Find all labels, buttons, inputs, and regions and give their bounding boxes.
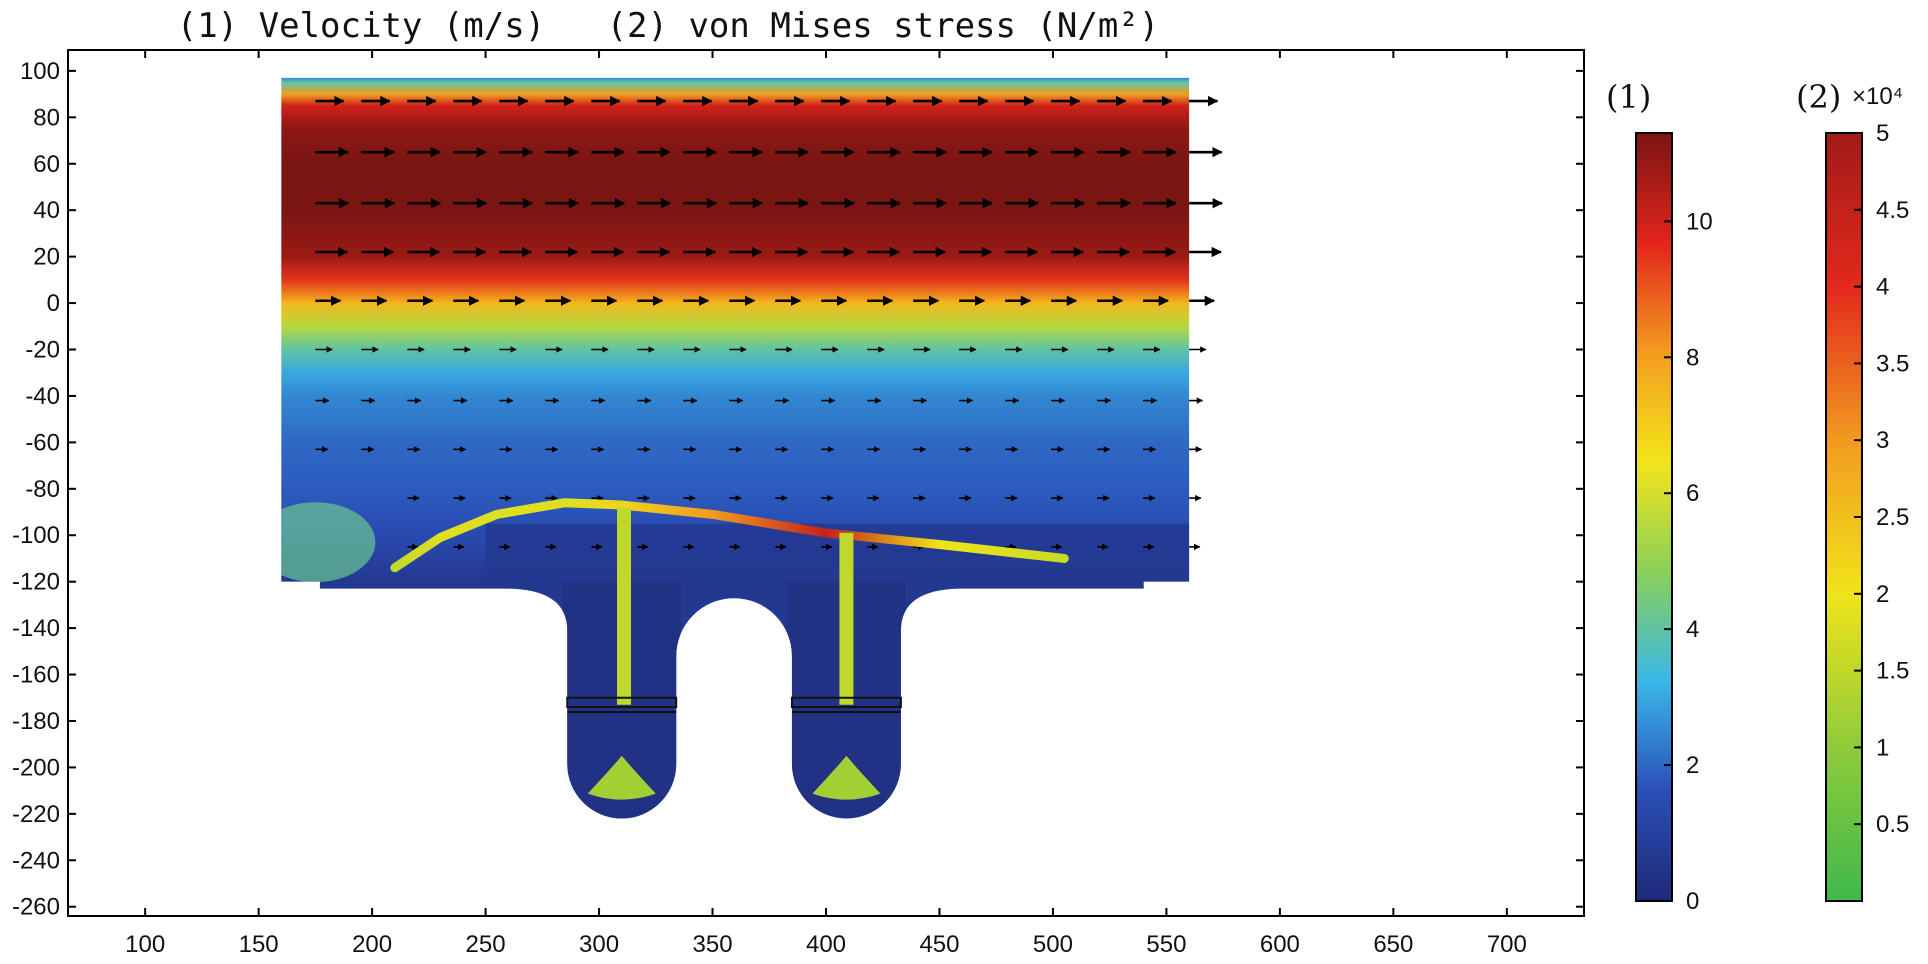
y-axis: 100 80 60 40 20 0 -20 -40 -60 -80 -100 -120 -140 -160…: [12, 58, 1584, 921]
velocity-vectors: [315, 95, 1224, 551]
colorbar-tick-label: 6: [1686, 480, 1699, 507]
x-axis: 100 150 200 250 300 350 400 450 500 550 600 650 700: [125, 50, 1527, 958]
colorbar-tick-label: 1.5: [1876, 658, 1909, 685]
x-tick-label: 500: [1033, 931, 1073, 958]
x-tick-label: 400: [806, 931, 846, 958]
piston-rod: [617, 507, 632, 705]
cavity-bulb: [812, 755, 881, 800]
y-tick-label: -260: [12, 894, 60, 921]
colorbar-tick-label: 2: [1876, 581, 1889, 608]
colorbar-tick-label: 3.5: [1876, 350, 1909, 377]
y-tick-label: -40: [25, 383, 60, 410]
y-tick-label: -200: [12, 754, 60, 781]
y-tick-label: -20: [25, 337, 60, 364]
y-tick-label: 60: [33, 151, 60, 178]
x-tick-label: 600: [1260, 931, 1300, 958]
y-tick-label: -240: [12, 847, 60, 874]
y-tick-label: -140: [12, 615, 60, 642]
y-tick-label: -60: [25, 429, 60, 456]
x-tick-label: 100: [125, 931, 165, 958]
flap-structure: [390, 498, 1069, 800]
x-tick-label: 650: [1373, 931, 1413, 958]
colorbar-title: (1): [1606, 78, 1651, 116]
x-tick-label: 350: [693, 931, 733, 958]
x-tick-label: 550: [1146, 931, 1186, 958]
cavity-bulb: [587, 755, 656, 800]
colorbar-tick-label: 4: [1876, 274, 1889, 301]
x-tick-label: 250: [466, 931, 506, 958]
y-tick-label: 40: [33, 197, 60, 224]
colorbar-velocity: [1635, 132, 1673, 902]
x-tick-label: 700: [1487, 931, 1527, 958]
flap-membrane: [390, 498, 1069, 573]
x-tick-label: 300: [579, 931, 619, 958]
y-tick-label: -220: [12, 801, 60, 828]
y-tick-label: 100: [20, 58, 60, 85]
colorbar-multiplier: ×10⁴: [1852, 83, 1903, 110]
simulation-domain: [281, 77, 1224, 819]
colorbar-tick-label: 4.5: [1876, 197, 1909, 224]
colorbar-tick-label: 10: [1686, 208, 1713, 235]
colorbars: 0 2 4 6 8 10 (1) 0.5 1 1.5 2 2.5 3 3.5 4 4.5 5 (2) ×10⁴: [1606, 78, 1909, 915]
y-tick-label: -80: [25, 476, 60, 503]
inlet-eddy-patch: [281, 502, 376, 583]
y-tick-label: 20: [33, 244, 60, 271]
chart-title: (1) Velocity (m/s) (2) von Mises stress …: [176, 6, 1160, 46]
x-tick-label: 450: [919, 931, 959, 958]
colorbar-tick-label: 1: [1876, 734, 1889, 761]
y-tick-label: -180: [12, 708, 60, 735]
colorbar-tick-label: 8: [1686, 344, 1699, 371]
colorbar-tick-label: 2: [1686, 752, 1699, 779]
colorbar-tick-label: 3: [1876, 427, 1889, 454]
colorbar-tick-label: 5: [1876, 120, 1889, 147]
piston-head: [790, 696, 902, 709]
piston-head: [566, 696, 678, 709]
velocity-field: [281, 77, 1190, 819]
y-tick-label: -100: [12, 522, 60, 549]
colorbar-tick-label: 0.5: [1876, 811, 1909, 838]
colorbar-tick-label: 2.5: [1876, 504, 1909, 531]
y-tick-label: 0: [47, 290, 60, 317]
colorbar-tick-label: 4: [1686, 616, 1699, 643]
x-tick-label: 150: [239, 931, 279, 958]
x-tick-label: 200: [352, 931, 392, 958]
piston-rod: [839, 532, 854, 705]
colorbar-tick-label: 0: [1686, 888, 1699, 915]
colorbar-title: (2): [1796, 78, 1841, 116]
y-tick-label: -160: [12, 662, 60, 689]
y-tick-label: -120: [12, 569, 60, 596]
y-tick-label: 80: [33, 104, 60, 131]
